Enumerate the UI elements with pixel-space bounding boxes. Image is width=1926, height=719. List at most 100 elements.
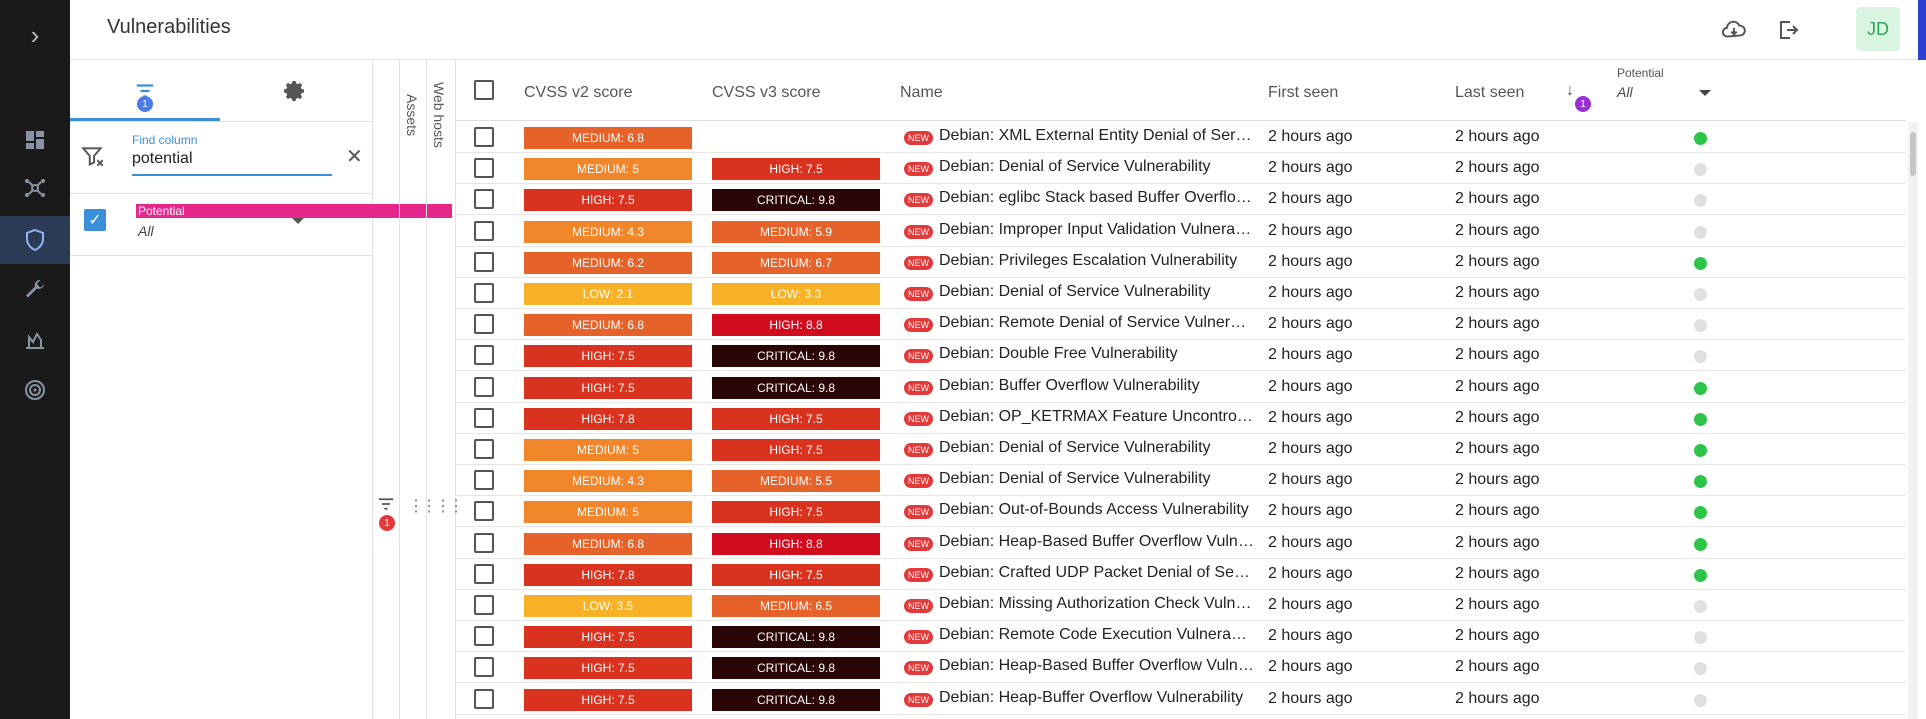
nav-tools[interactable] <box>0 266 70 314</box>
row-checkbox[interactable] <box>474 501 494 522</box>
vulnerability-name-link[interactable]: Debian: Remote Code Execution Vulnerabil… <box>939 626 1255 644</box>
table-row[interactable]: MEDIUM: 6.8 HIGH: 8.8 NEW Debian: Remote De… <box>456 309 1906 341</box>
vulnerability-name-link[interactable]: Debian: Denial of Service Vulnerability <box>939 439 1211 456</box>
row-checkbox[interactable] <box>474 127 494 147</box>
potential-status-dot <box>1694 225 1707 239</box>
row-checkbox[interactable] <box>474 158 494 179</box>
tab-filters[interactable]: 1 <box>70 60 220 122</box>
table-row[interactable]: LOW: 2.1 LOW: 3.3 NEW Debian: Denial of Ser… <box>456 278 1906 309</box>
first-seen-cell: 2 hours ago <box>1268 564 1353 582</box>
table-row[interactable]: HIGH: 7.5 CRITICAL: 9.8 NEW Debian: Double … <box>456 340 1906 372</box>
group-assets-label[interactable]: Assets <box>404 94 420 137</box>
nav-radar[interactable] <box>0 366 70 414</box>
table-row[interactable]: HIGH: 7.5 CRITICAL: 9.8 NEW Debian: Heap-Bu… <box>456 684 1906 715</box>
row-checkbox[interactable] <box>474 688 494 709</box>
table-row[interactable]: MEDIUM: 4.3 MEDIUM: 5.5 NEW Debian: Denial … <box>456 465 1906 497</box>
table-row[interactable]: MEDIUM: 5 HIGH: 7.5 NEW Debian: Denial of S… <box>456 434 1906 465</box>
potential-filter-value[interactable]: All <box>1617 84 1633 100</box>
vulnerability-name-link[interactable]: Debian: Improper Input Validation Vulner… <box>939 220 1255 238</box>
row-checkbox[interactable] <box>474 563 494 584</box>
vulnerability-name-link[interactable]: Debian: Crafted UDP Packet Denial of Ser… <box>939 563 1255 581</box>
logout-button[interactable] <box>1772 14 1804 46</box>
vulnerability-name-link[interactable]: Debian: Remote Denial of Service Vulnera… <box>939 314 1255 332</box>
table-row[interactable]: HIGH: 7.5 CRITICAL: 9.8 NEW Debian: Heap-Ba… <box>456 652 1906 684</box>
vulnerability-name-link[interactable]: Debian: Denial of Service Vulnerability <box>939 283 1211 300</box>
row-checkbox[interactable] <box>474 314 494 335</box>
row-checkbox[interactable] <box>474 595 494 615</box>
row-checkbox[interactable] <box>474 220 494 241</box>
table-row[interactable]: HIGH: 7.5 CRITICAL: 9.8 NEW Debian: Remote … <box>456 621 1906 653</box>
sort-arrow-down-icon[interactable]: ↓ <box>1566 82 1574 99</box>
vulnerability-name-link[interactable]: Debian: Denial of Service Vulnerability <box>939 470 1211 488</box>
row-checkbox[interactable] <box>474 283 494 303</box>
cvss3-badge: CRITICAL: 9.8 <box>712 657 880 680</box>
row-checkbox[interactable] <box>474 626 494 647</box>
table-row[interactable]: MEDIUM: 6.8 HIGH: 8.8 NEW Debian: Heap-Base… <box>456 528 1906 559</box>
row-checkbox[interactable] <box>474 532 494 553</box>
filter-list-icon[interactable] <box>376 496 396 517</box>
nav-network[interactable] <box>0 164 70 212</box>
table-row[interactable]: MEDIUM: 6.8 NEW Debian: XML External Entit… <box>456 122 1906 153</box>
new-badge: NEW <box>904 131 933 145</box>
column-header-first-seen[interactable]: First seen <box>1268 84 1339 101</box>
vulnerability-name-link[interactable]: Debian: OP_KETRMAX Feature Uncontrolled … <box>939 407 1255 425</box>
drag-handle-icon[interactable]: ⋮⋮ <box>435 498 464 515</box>
tab-settings[interactable] <box>220 60 370 122</box>
new-badge: NEW <box>904 287 933 301</box>
column-header-last-seen[interactable]: Last seen <box>1455 84 1525 101</box>
table-row[interactable]: HIGH: 7.8 HIGH: 7.5 NEW Debian: OP_KETRMAX … <box>456 403 1906 434</box>
table-row[interactable]: MEDIUM: 4.3 MEDIUM: 5.9 NEW Debian: Imprope… <box>456 216 1906 247</box>
expand-icon[interactable]: › <box>30 20 40 50</box>
table-row[interactable]: HIGH: 7.8 HIGH: 7.5 NEW Debian: Crafted UDP… <box>456 559 1906 590</box>
column-header-cvss2[interactable]: CVSS v2 score <box>524 84 633 101</box>
table-row[interactable]: MEDIUM: 5 HIGH: 7.5 NEW Debian: Denial of S… <box>456 153 1906 185</box>
clear-filters-icon[interactable] <box>80 144 106 170</box>
column-header-name[interactable]: Name <box>900 84 943 101</box>
vulnerability-name-link[interactable]: Debian: Heap-Based Buffer Overflow Vulne… <box>939 657 1255 675</box>
table-row[interactable]: HIGH: 7.5 CRITICAL: 9.8 NEW Debian: Buffer … <box>456 372 1906 403</box>
row-checkbox[interactable] <box>474 189 494 210</box>
scrollbar-thumb[interactable] <box>1910 132 1916 176</box>
chevron-down-icon[interactable] <box>1699 90 1711 96</box>
first-seen-cell: 2 hours ago <box>1268 128 1353 145</box>
cvss2-badge: HIGH: 7.5 <box>524 345 692 368</box>
row-checkbox[interactable] <box>474 439 494 459</box>
vulnerability-name-link[interactable]: Debian: XML External Entity Denial of Se… <box>939 127 1255 144</box>
vulnerability-name-link[interactable]: Debian: eglibc Stack based Buffer Overfl… <box>939 189 1255 207</box>
vulnerability-name-link[interactable]: Debian: Out-of-Bounds Access Vulnerabili… <box>939 501 1249 519</box>
nav-dashboard[interactable] <box>0 116 70 164</box>
vulnerability-name-link[interactable]: Debian: Privileges Escalation Vulnerabil… <box>939 251 1238 269</box>
column-item-potential[interactable]: ✓ Potential All <box>70 194 452 256</box>
row-checkbox[interactable] <box>474 657 494 678</box>
close-icon[interactable]: ✕ <box>346 146 363 168</box>
avatar[interactable]: JD <box>1856 7 1900 51</box>
vulnerability-name-link[interactable]: Debian: Double Free Vulnerability <box>939 345 1178 363</box>
chevron-down-icon[interactable] <box>292 218 304 224</box>
table-row[interactable]: HIGH: 7.5 CRITICAL: 9.8 NEW Debian: eglibc … <box>456 184 1906 216</box>
row-checkbox[interactable] <box>474 407 494 428</box>
select-all-checkbox[interactable] <box>474 80 494 100</box>
nav-activity[interactable] <box>0 316 70 364</box>
vulnerability-name-link[interactable]: Debian: Denial of Service Vulnerability <box>939 158 1211 176</box>
column-checkbox[interactable]: ✓ <box>84 209 106 231</box>
column-header-cvss3[interactable]: CVSS v3 score <box>712 84 821 101</box>
vulnerability-name-link[interactable]: Debian: Buffer Overflow Vulnerability <box>939 376 1200 394</box>
group-webhosts-label[interactable]: Web hosts <box>431 82 447 148</box>
cvss3-badge: MEDIUM: 6.7 <box>712 251 880 274</box>
table-row[interactable]: MEDIUM: 6.2 MEDIUM: 6.7 NEW Debian: Privile… <box>456 247 1906 278</box>
export-button[interactable] <box>1718 14 1750 46</box>
row-checkbox[interactable] <box>474 251 494 272</box>
find-column-input[interactable] <box>132 148 332 170</box>
vulnerability-name-link[interactable]: Debian: Missing Authorization Check Vuln… <box>939 595 1255 612</box>
row-checkbox[interactable] <box>474 470 494 491</box>
vertical-scrollbar[interactable] <box>1908 122 1918 719</box>
vulnerability-name-link[interactable]: Debian: Heap-Based Buffer Overflow Vulne… <box>939 532 1255 550</box>
drag-handle-icon[interactable]: ⋮⋮ <box>408 498 437 515</box>
row-checkbox[interactable] <box>474 376 494 397</box>
row-checkbox[interactable] <box>474 345 494 366</box>
nav-vulnerabilities[interactable] <box>0 216 70 264</box>
table-row[interactable]: LOW: 3.5 MEDIUM: 6.5 NEW Debian: Missing Au… <box>456 590 1906 621</box>
vulnerability-name-link[interactable]: Debian: Heap-Buffer Overflow Vulnerabili… <box>939 688 1244 706</box>
column-header-potential[interactable]: Potential <box>1617 66 1664 80</box>
table-row[interactable]: MEDIUM: 5 HIGH: 7.5 NEW Debian: Out-of-Boun… <box>456 496 1906 528</box>
